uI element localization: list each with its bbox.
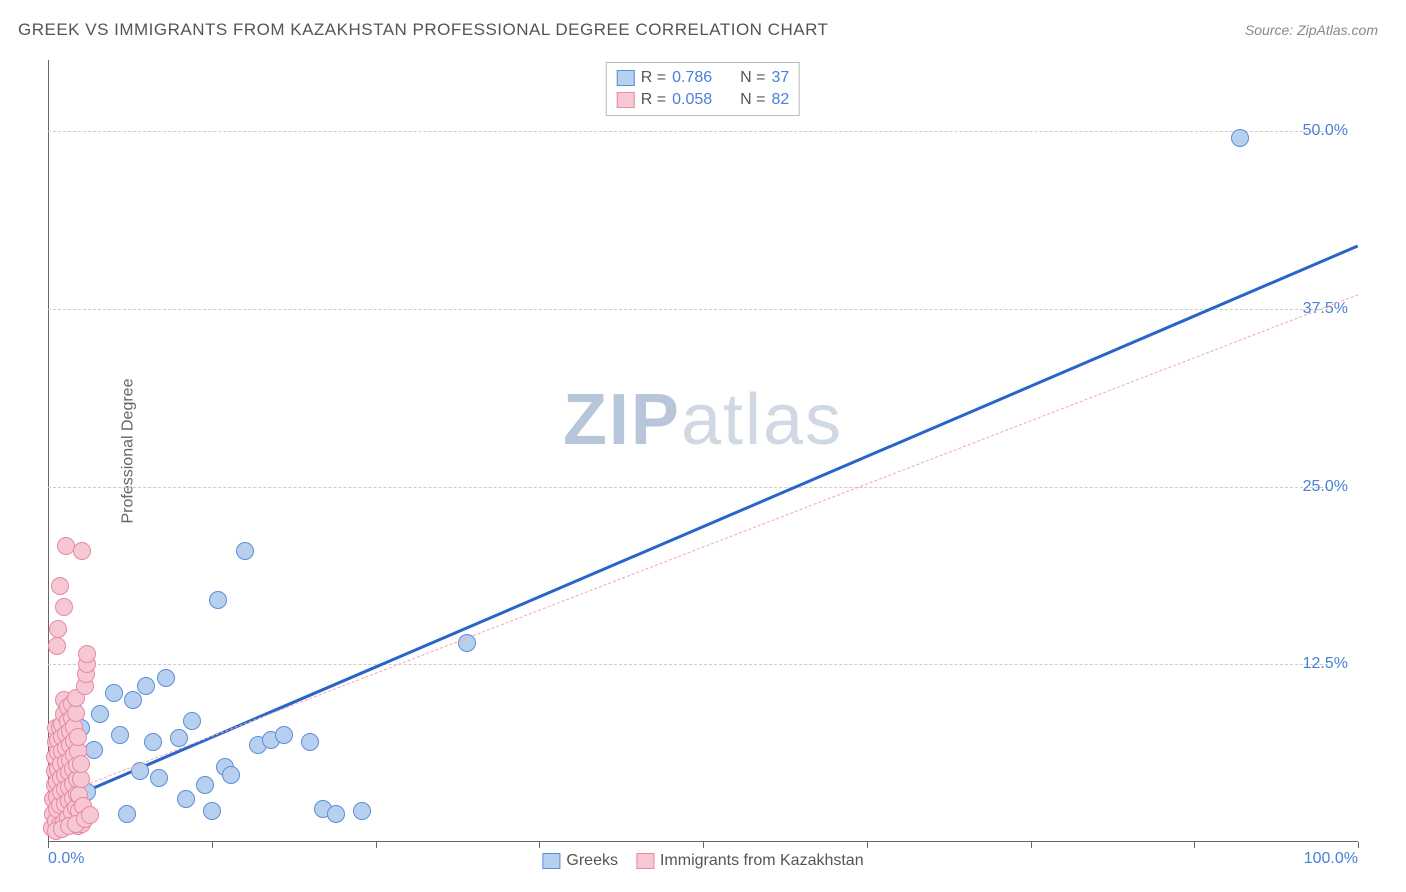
x-tick xyxy=(1031,842,1032,848)
data-point xyxy=(209,591,227,609)
r-value: 0.058 xyxy=(672,91,724,109)
data-point xyxy=(105,684,123,702)
data-point xyxy=(49,620,67,638)
x-tick xyxy=(867,842,868,848)
r-value: 0.786 xyxy=(672,69,724,87)
legend-label: Immigrants from Kazakhstan xyxy=(660,852,864,870)
data-point xyxy=(353,802,371,820)
x-tick xyxy=(212,842,213,848)
x-tick xyxy=(48,842,49,848)
data-point xyxy=(170,729,188,747)
n-label: N = xyxy=(740,91,765,109)
y-tick-label: 50.0% xyxy=(1303,122,1348,140)
data-point xyxy=(55,598,73,616)
data-point xyxy=(73,542,91,560)
chart-area: Professional Degree ZIPatlas R =0.786N =… xyxy=(48,60,1358,842)
data-point xyxy=(222,766,240,784)
r-label: R = xyxy=(641,91,666,109)
data-point xyxy=(1231,129,1249,147)
chart-title: GREEK VS IMMIGRANTS FROM KAZAKHSTAN PROF… xyxy=(18,20,828,40)
x-tick xyxy=(1358,842,1359,848)
data-point xyxy=(137,677,155,695)
data-point xyxy=(81,806,99,824)
legend-label: Greeks xyxy=(566,852,618,870)
gridline xyxy=(48,309,1328,310)
data-point xyxy=(72,755,90,773)
data-point xyxy=(111,726,129,744)
legend-swatch xyxy=(617,70,635,86)
data-point xyxy=(177,790,195,808)
r-label: R = xyxy=(641,69,666,87)
n-value: 82 xyxy=(771,91,789,109)
legend-swatch xyxy=(617,92,635,108)
legend-row: R = 0.058 N = 82 xyxy=(617,89,789,111)
series-legend: Greeks Immigrants from Kazakhstan xyxy=(542,852,863,870)
y-tick-label: 12.5% xyxy=(1303,655,1348,673)
gridline xyxy=(48,664,1328,665)
data-point xyxy=(144,733,162,751)
data-point xyxy=(48,637,66,655)
x-tick xyxy=(703,842,704,848)
data-point xyxy=(85,741,103,759)
n-label: N = xyxy=(740,69,765,87)
watermark-light: atlas xyxy=(681,380,843,460)
legend-item: Greeks xyxy=(542,852,618,870)
source-label: Source: ZipAtlas.com xyxy=(1245,22,1378,38)
data-point xyxy=(301,733,319,751)
x-tick xyxy=(376,842,377,848)
y-tick-label: 37.5% xyxy=(1303,300,1348,318)
y-tick-label: 25.0% xyxy=(1303,478,1348,496)
watermark: ZIPatlas xyxy=(563,379,843,461)
data-point xyxy=(196,776,214,794)
x-tick-label: 0.0% xyxy=(48,850,84,868)
plot-area: ZIPatlas R =0.786N =37R =0.058N =82 Gree… xyxy=(48,60,1358,842)
legend-row: R = 0.786 N = 37 xyxy=(617,67,789,89)
correlation-legend: R = 0.786 N = 37 R = 0.058 N = 82 xyxy=(606,62,800,116)
data-point xyxy=(150,769,168,787)
data-point xyxy=(118,805,136,823)
data-point xyxy=(236,542,254,560)
gridline xyxy=(48,487,1328,488)
legend-swatch xyxy=(636,853,654,869)
data-point xyxy=(327,805,345,823)
x-tick xyxy=(1194,842,1195,848)
watermark-bold: ZIP xyxy=(563,380,681,460)
data-point xyxy=(51,577,69,595)
gridline xyxy=(48,131,1328,132)
data-point xyxy=(78,645,96,663)
legend-swatch xyxy=(542,853,560,869)
data-point xyxy=(69,728,87,746)
x-tick xyxy=(539,842,540,848)
trend-line xyxy=(47,245,1358,809)
data-point xyxy=(183,712,201,730)
legend-item: Immigrants from Kazakhstan xyxy=(636,852,864,870)
data-point xyxy=(203,802,221,820)
x-tick-label: 100.0% xyxy=(1304,850,1358,868)
data-point xyxy=(91,705,109,723)
data-point xyxy=(157,669,175,687)
data-point xyxy=(275,726,293,744)
data-point xyxy=(72,770,90,788)
n-value: 37 xyxy=(771,69,789,87)
data-point xyxy=(124,691,142,709)
